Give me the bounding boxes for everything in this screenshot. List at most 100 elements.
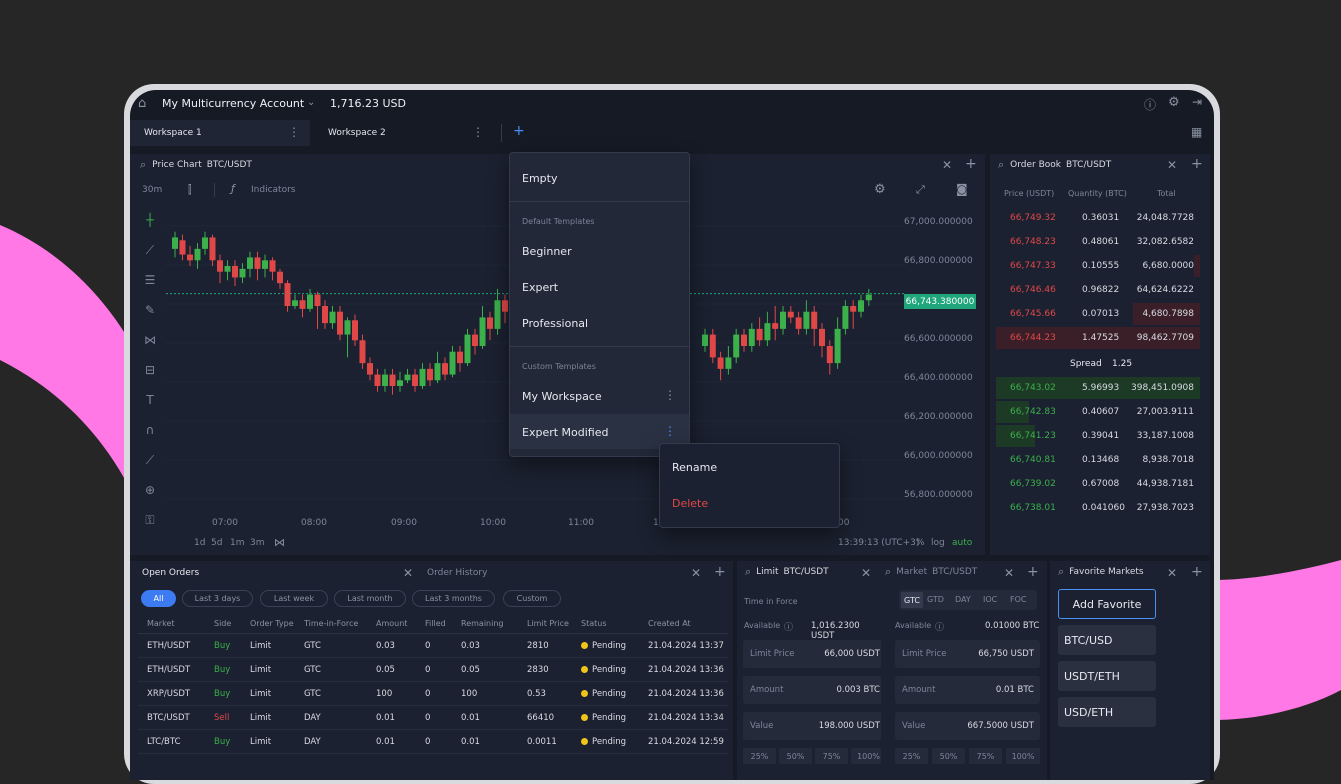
panel-pair[interactable]: BTC/USDT — [932, 567, 978, 577]
info-icon[interactable]: ⓘ — [784, 623, 794, 633]
bid-row[interactable]: 66,741.23 0.39041 33,187.1008 — [996, 424, 1200, 448]
tif-ioc[interactable]: IOC — [983, 595, 998, 604]
favorite-market-item[interactable]: BTC/USD — [1058, 625, 1156, 655]
ask-row[interactable]: 66,749.32 0.36031 24,048.7728 — [996, 206, 1200, 230]
table-row[interactable]: BTC/USDT Sell Limit DAY 0.01 0 0.01 66410 Pendin… — [138, 706, 728, 730]
ask-row[interactable]: 66,746.46 0.96822 64,624.6222 — [996, 278, 1200, 302]
function-icon[interactable]: ƒ — [231, 182, 235, 195]
filter-last-3-days[interactable]: Last 3 days — [182, 590, 253, 607]
percent-100-button[interactable]: 100% — [1006, 748, 1040, 764]
percent-75-button[interactable]: 75% — [815, 748, 848, 764]
delete-menu-item[interactable]: Delete — [672, 497, 709, 510]
measure-icon[interactable]: ⊟ — [144, 363, 156, 377]
chart-settings-icon[interactable]: ⚙ — [874, 182, 886, 197]
bid-row[interactable]: 66,743.02 5.96993 398,451.0908 — [996, 376, 1200, 400]
range-1m[interactable]: 1m — [230, 538, 245, 548]
favorite-market-item[interactable]: USDT/ETH — [1058, 661, 1156, 691]
compare-icon[interactable]: ⋈ — [274, 536, 285, 549]
layout-grid-icon[interactable]: ▦ — [1191, 125, 1203, 139]
menu-item-my-workspace[interactable]: My Workspace — [522, 390, 602, 403]
favorite-market-item[interactable]: USD/ETH — [1058, 697, 1156, 727]
gear-icon[interactable]: ⚙ — [1168, 95, 1180, 110]
search-icon[interactable]: ⌕ — [1058, 565, 1065, 578]
tif-gtd[interactable]: GTD — [927, 595, 944, 604]
magnet-icon[interactable]: ∩ — [145, 423, 155, 437]
panel-pair[interactable]: BTC/USDT — [783, 567, 829, 577]
pattern-icon[interactable]: ⋈ — [144, 333, 156, 347]
table-row[interactable]: ETH/USDT Buy Limit GTC 0.03 0 0.03 2810 Pending 2… — [138, 634, 728, 658]
add-panel-icon[interactable]: + — [1027, 564, 1039, 580]
zoom-in-icon[interactable]: ⊕ — [144, 483, 156, 497]
limit-price-field[interactable]: Limit Price 66,000 USDT — [743, 640, 886, 668]
search-icon[interactable]: ⌕ — [998, 158, 1005, 171]
add-panel-icon[interactable]: + — [714, 564, 726, 580]
add-panel-icon[interactable]: + — [965, 156, 977, 172]
filter-custom[interactable]: Custom — [503, 590, 561, 607]
lock-icon[interactable]: ⚿ — [145, 512, 155, 527]
indicators-button[interactable]: Indicators — [251, 185, 296, 195]
tab-workspace-2[interactable]: Workspace 2 ⋮ — [314, 120, 494, 146]
panel-pair[interactable]: BTC/USDT — [1066, 160, 1112, 170]
menu-item-professional[interactable]: Professional — [522, 317, 589, 330]
bid-row[interactable]: 66,739.02 0.67008 44,938.7181 — [996, 472, 1200, 496]
ask-row[interactable]: 66,747.33 0.10555 6,680.0000 — [996, 254, 1200, 278]
percent-100-button[interactable]: 100% — [851, 748, 886, 764]
ask-row[interactable]: 66,744.23 1.47525 98,462.7709 — [996, 326, 1200, 350]
close-icon[interactable]: ✕ — [1167, 566, 1178, 580]
table-row[interactable]: XRP/USDT Buy Limit GTC 100 0 100 0.53 Pending 21.… — [138, 682, 728, 706]
info-icon[interactable]: ⓘ — [1144, 98, 1157, 112]
search-icon[interactable]: ⌕ — [745, 565, 752, 578]
add-panel-icon[interactable]: + — [1191, 156, 1203, 172]
menu-item-beginner[interactable]: Beginner — [522, 245, 572, 258]
percent-25-button[interactable]: 25% — [743, 748, 776, 764]
kebab-icon[interactable]: ⋮ — [472, 125, 484, 139]
amount-field[interactable]: Amount 0.01 BTC — [895, 676, 1040, 704]
search-icon[interactable]: ⌕ — [140, 158, 147, 171]
fib-icon[interactable]: ☰ — [144, 273, 156, 287]
candle-type-icon[interactable]: ⫿ — [188, 183, 192, 196]
menu-item-expert[interactable]: Expert — [522, 281, 559, 294]
range-1d[interactable]: 1d — [194, 538, 206, 548]
table-row[interactable]: LTC/BTC Buy Limit DAY 0.01 0 0.01 0.0011 Pending… — [138, 730, 728, 754]
filter-last-3-months[interactable]: Last 3 months — [412, 590, 495, 607]
menu-item-empty[interactable]: Empty — [522, 172, 558, 185]
close-icon[interactable]: ✕ — [861, 566, 872, 580]
table-row[interactable]: ETH/USDT Buy Limit GTC 0.05 0 0.05 2830 Pending 2… — [138, 658, 728, 682]
amount-field[interactable]: Amount 0.003 BTC — [743, 676, 886, 704]
menu-item-expert-modified[interactable]: Expert Modified — [522, 426, 609, 439]
close-icon[interactable]: ✕ — [691, 566, 702, 580]
percent-75-button[interactable]: 75% — [969, 748, 1002, 764]
add-panel-icon[interactable]: + — [1191, 564, 1203, 580]
filter-last-month[interactable]: Last month — [334, 590, 406, 607]
trendline-icon[interactable]: ⟋ — [145, 242, 155, 257]
value-field[interactable]: Value 198.000 USDT — [743, 712, 886, 740]
text-icon[interactable]: T — [146, 393, 154, 407]
tif-day[interactable]: DAY — [955, 595, 971, 604]
percent-toggle[interactable]: % — [916, 538, 925, 548]
search-icon[interactable]: ⌕ — [885, 565, 892, 578]
fullscreen-icon[interactable]: ⤢ — [916, 183, 925, 196]
candlestick-chart[interactable] — [166, 206, 906, 506]
auto-toggle[interactable]: auto — [952, 538, 973, 548]
camera-icon[interactable]: ◙ — [956, 182, 968, 196]
panel-pair[interactable]: BTC/USDT — [206, 160, 252, 170]
ask-row[interactable]: 66,748.23 0.48061 32,082.6582 — [996, 230, 1200, 254]
tab-open-orders[interactable]: Open Orders — [142, 568, 200, 578]
info-icon[interactable]: ⓘ — [935, 623, 945, 633]
add-workspace-icon[interactable]: + — [513, 123, 525, 139]
kebab-icon[interactable]: ⋮ — [664, 388, 676, 402]
percent-50-button[interactable]: 50% — [779, 748, 812, 764]
brush-icon[interactable]: ✎ — [144, 303, 156, 317]
value-field[interactable]: Value 667.5000 USDT — [895, 712, 1040, 740]
close-icon[interactable]: ✕ — [942, 158, 953, 172]
percent-50-button[interactable]: 50% — [932, 748, 965, 764]
tif-foc[interactable]: FOC — [1010, 595, 1027, 604]
chevron-down-icon[interactable]: ⌄ — [307, 97, 316, 108]
kebab-icon[interactable]: ⋮ — [288, 125, 300, 139]
tab-order-history[interactable]: Order History — [427, 568, 488, 578]
kebab-icon[interactable]: ⋮ — [664, 424, 676, 438]
bid-row[interactable]: 66,738.01 0.041060 27,938.7023 — [996, 496, 1200, 520]
logout-icon[interactable]: ⇥ — [1192, 95, 1203, 109]
account-name[interactable]: My Multicurrency Account — [162, 97, 305, 110]
ask-row[interactable]: 66,745.66 0.07013 4,680.7898 — [996, 302, 1200, 326]
